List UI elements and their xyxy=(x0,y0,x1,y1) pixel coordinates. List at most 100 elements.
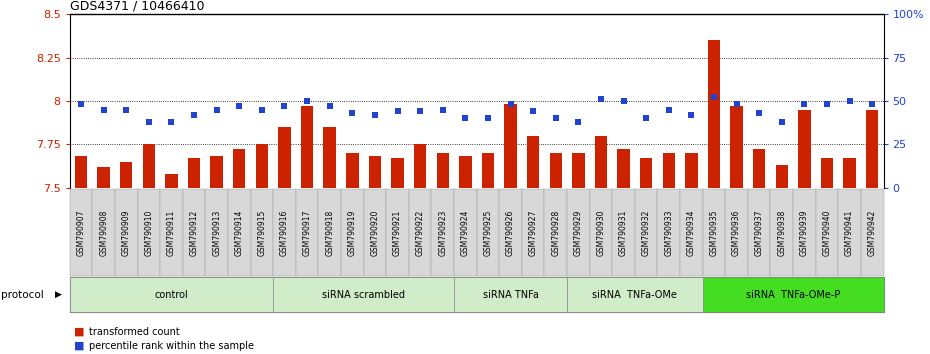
Bar xyxy=(210,156,223,188)
Text: ▶: ▶ xyxy=(56,290,62,299)
Text: siRNA  TNFa-OMe: siRNA TNFa-OMe xyxy=(592,290,677,299)
Point xyxy=(390,108,405,114)
Point xyxy=(661,107,676,112)
Point xyxy=(323,103,338,109)
Point xyxy=(571,119,586,125)
Text: GSM790928: GSM790928 xyxy=(551,210,560,256)
Point xyxy=(503,102,518,107)
Text: GSM790926: GSM790926 xyxy=(506,210,515,256)
Bar xyxy=(594,136,607,188)
Text: GSM790913: GSM790913 xyxy=(212,210,221,256)
Bar xyxy=(392,158,404,188)
Point xyxy=(141,119,156,125)
Text: GSM790919: GSM790919 xyxy=(348,210,357,256)
Text: siRNA  TNFa-OMe-P: siRNA TNFa-OMe-P xyxy=(746,290,841,299)
Text: GSM790929: GSM790929 xyxy=(574,210,583,256)
Bar xyxy=(346,153,359,188)
Text: GSM790941: GSM790941 xyxy=(845,210,854,256)
Text: GSM790933: GSM790933 xyxy=(664,210,673,256)
Text: percentile rank within the sample: percentile rank within the sample xyxy=(89,341,254,351)
Bar xyxy=(618,149,630,188)
Text: GSM790942: GSM790942 xyxy=(868,210,877,256)
Text: GSM790915: GSM790915 xyxy=(258,210,266,256)
Point xyxy=(843,98,857,104)
Bar xyxy=(166,174,178,188)
Bar xyxy=(98,167,110,188)
Text: GSM790909: GSM790909 xyxy=(122,210,131,256)
Text: GSM790923: GSM790923 xyxy=(438,210,447,256)
Point xyxy=(96,107,111,112)
Bar xyxy=(685,153,698,188)
Bar xyxy=(414,144,426,188)
Point xyxy=(413,108,428,114)
Text: GDS4371 / 10466410: GDS4371 / 10466410 xyxy=(70,0,205,13)
Text: GSM790932: GSM790932 xyxy=(642,210,651,256)
Bar xyxy=(368,156,381,188)
Bar xyxy=(708,40,720,188)
Bar xyxy=(866,109,879,188)
Text: ■: ■ xyxy=(74,327,85,337)
Text: GSM790917: GSM790917 xyxy=(302,210,312,256)
Text: siRNA TNFa: siRNA TNFa xyxy=(483,290,538,299)
Bar xyxy=(301,106,313,188)
Point xyxy=(549,115,564,121)
Text: GSM790921: GSM790921 xyxy=(393,210,402,256)
Text: control: control xyxy=(154,290,189,299)
Text: GSM790916: GSM790916 xyxy=(280,210,289,256)
Point xyxy=(367,112,382,118)
Text: GSM790937: GSM790937 xyxy=(754,210,764,256)
Text: GSM790912: GSM790912 xyxy=(190,210,199,256)
Text: GSM790940: GSM790940 xyxy=(822,210,831,256)
Point xyxy=(458,115,472,121)
Point xyxy=(751,110,766,116)
Point xyxy=(277,103,292,109)
Text: protocol: protocol xyxy=(1,290,44,299)
Text: GSM790911: GSM790911 xyxy=(167,210,176,256)
Text: ■: ■ xyxy=(74,341,85,351)
Bar xyxy=(730,106,743,188)
Point xyxy=(299,98,314,104)
Point xyxy=(593,96,608,102)
Text: GSM790936: GSM790936 xyxy=(732,210,741,256)
Point xyxy=(775,119,790,125)
Point xyxy=(73,102,88,107)
Text: GSM790939: GSM790939 xyxy=(800,210,809,256)
Bar xyxy=(436,153,449,188)
Point xyxy=(797,102,812,107)
Text: GSM790927: GSM790927 xyxy=(528,210,538,256)
Text: GSM790922: GSM790922 xyxy=(416,210,425,256)
Text: GSM790924: GSM790924 xyxy=(461,210,470,256)
Text: GSM790908: GSM790908 xyxy=(100,210,108,256)
Text: GSM790910: GSM790910 xyxy=(144,210,153,256)
Point xyxy=(616,98,631,104)
Text: GSM790930: GSM790930 xyxy=(596,210,605,256)
Bar xyxy=(776,165,788,188)
Text: GSM790931: GSM790931 xyxy=(619,210,628,256)
Text: GSM790934: GSM790934 xyxy=(687,210,696,256)
Point xyxy=(684,112,698,118)
Bar xyxy=(482,153,494,188)
Text: transformed count: transformed count xyxy=(89,327,180,337)
Point xyxy=(729,102,744,107)
Point xyxy=(255,107,270,112)
Bar xyxy=(142,144,155,188)
Point xyxy=(865,102,880,107)
Text: GSM790918: GSM790918 xyxy=(326,210,334,256)
Text: GSM790935: GSM790935 xyxy=(710,210,719,256)
Point xyxy=(481,115,496,121)
Bar xyxy=(844,158,856,188)
Text: GSM790938: GSM790938 xyxy=(777,210,786,256)
Point xyxy=(164,119,179,125)
Bar xyxy=(120,161,132,188)
Bar xyxy=(188,158,200,188)
Bar xyxy=(278,127,291,188)
Bar xyxy=(753,149,765,188)
Bar xyxy=(233,149,246,188)
Bar xyxy=(527,136,539,188)
Point xyxy=(232,103,246,109)
Bar xyxy=(256,144,268,188)
Text: siRNA scrambled: siRNA scrambled xyxy=(322,290,405,299)
Bar xyxy=(572,153,585,188)
Text: GSM790925: GSM790925 xyxy=(484,210,492,256)
Point xyxy=(209,107,224,112)
